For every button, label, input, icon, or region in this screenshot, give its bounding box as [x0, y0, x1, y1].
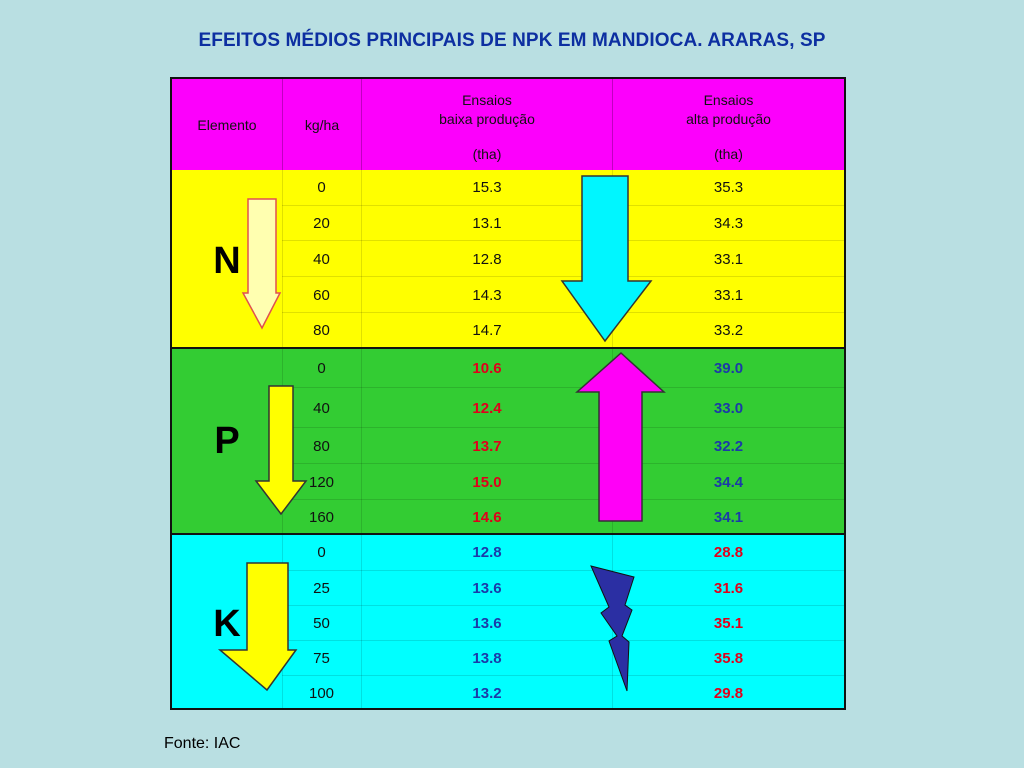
alta-value-cell: 31.6	[713, 580, 744, 597]
arrow-down-n-icon	[241, 198, 282, 330]
header-kg-cell: kg/ha	[283, 79, 361, 170]
table-row: 100 13.2 29.8	[282, 675, 844, 708]
baixa-value-cell: 12.4	[472, 400, 502, 417]
alta-value-cell: 34.4	[713, 474, 744, 491]
header-alta-cell: Ensaios alta produção (tha)	[613, 79, 844, 170]
header-kg: kg/ha	[304, 117, 340, 133]
kg-cell: 25	[313, 580, 330, 597]
baixa-value-cell: 15.0	[472, 474, 502, 491]
alta-value-cell: 35.1	[713, 615, 744, 632]
table-row: 40 12.4 33.0	[282, 387, 844, 427]
table-row: 40 12.8 33.1	[282, 240, 844, 276]
alta-value-cell: 33.1	[713, 287, 744, 304]
table-row: 20 13.1 34.3	[282, 205, 844, 240]
header-alta-unit: (tha)	[714, 146, 743, 162]
npk-table: Elemento kg/ha Ensaios baixa produção (t…	[170, 77, 846, 710]
baixa-value-cell: 10.6	[472, 360, 502, 377]
baixa-value-cell: 13.7	[472, 438, 502, 455]
alta-value-cell: 35.8	[713, 650, 744, 667]
alta-value-cell: 29.8	[713, 685, 744, 702]
arrow-down-k-icon	[217, 562, 298, 692]
baixa-value-cell: 14.3	[472, 287, 502, 304]
baixa-value-cell: 12.8	[472, 251, 502, 268]
baixa-value-cell: 14.7	[472, 322, 502, 339]
baixa-value-cell: 15.3	[472, 179, 502, 196]
arrow-down-n-big-icon	[560, 175, 653, 343]
alta-value-cell: 28.8	[713, 544, 744, 561]
kg-cell: 80	[313, 438, 330, 455]
alta-value-cell: 32.2	[713, 438, 744, 455]
page-title: EFEITOS MÉDIOS PRINCIPAIS DE NPK EM MAND…	[198, 30, 826, 51]
header-baixa-unit: (tha)	[472, 146, 502, 162]
arrow-down-p-icon	[254, 385, 308, 516]
alta-value-cell: 39.0	[713, 360, 744, 377]
alta-value-cell: 35.3	[713, 179, 744, 196]
header-elemento: Elemento	[197, 117, 257, 133]
table-row: 0 15.3 35.3	[282, 170, 844, 205]
kg-cell: 120	[308, 474, 335, 491]
source-note: Fonte: IAC	[164, 735, 241, 752]
element-letter-p: P	[214, 420, 240, 462]
arrow-up-p-icon	[575, 351, 666, 522]
table-row: 80 14.7 33.2	[282, 312, 844, 347]
baixa-value-cell: 13.2	[472, 685, 502, 702]
kg-cell: 20	[313, 215, 330, 232]
table-row: 120 15.0 34.4	[282, 463, 844, 499]
alta-value-cell: 33.1	[713, 251, 744, 268]
header-alta-line1: Ensaios	[703, 92, 754, 108]
baixa-value-cell: 13.8	[472, 650, 502, 667]
alta-value-cell: 34.3	[713, 215, 744, 232]
kg-cell: 40	[313, 400, 330, 417]
column-divider	[361, 170, 362, 347]
kg-cell: 40	[313, 251, 330, 268]
header-baixa-cell: Ensaios baixa produção (tha)	[362, 79, 612, 170]
kg-cell: 160	[308, 509, 335, 526]
table-row: 80 13.7 32.2	[282, 427, 844, 463]
alta-value-cell: 33.0	[713, 400, 744, 417]
table-row: 160 14.6 34.1	[282, 499, 844, 533]
baixa-value-cell: 14.6	[472, 509, 502, 526]
column-divider	[282, 170, 283, 347]
baixa-value-cell: 13.6	[472, 580, 502, 597]
table-row: 0 10.6 39.0	[282, 349, 844, 387]
kg-cell: 50	[313, 615, 330, 632]
table-row: 60 14.3 33.1	[282, 276, 844, 312]
kg-cell: 0	[317, 179, 326, 196]
alta-value-cell: 34.1	[713, 509, 744, 526]
kg-cell: 75	[313, 650, 330, 667]
kg-cell: 60	[313, 287, 330, 304]
table-row: 50 13.6 35.1	[282, 605, 844, 640]
table-header: Elemento kg/ha Ensaios baixa produção (t…	[172, 79, 844, 172]
kg-cell: 100	[308, 685, 335, 702]
header-alta-line2: alta produção	[686, 111, 771, 127]
header-baixa-line2: baixa produção	[439, 111, 535, 127]
table-row: 75 13.8 35.8	[282, 640, 844, 675]
element-letter-k: K	[213, 603, 241, 645]
header-elemento-cell: Elemento	[172, 79, 282, 170]
column-divider	[361, 349, 362, 535]
lightning-bolt-icon	[590, 565, 635, 692]
baixa-value-cell: 13.1	[472, 215, 502, 232]
kg-cell: 0	[317, 544, 326, 561]
baixa-value-cell: 13.6	[472, 615, 502, 632]
alta-value-cell: 33.2	[713, 322, 744, 339]
table-row: 25 13.6 31.6	[282, 570, 844, 605]
column-divider	[361, 535, 362, 708]
kg-cell: 80	[313, 322, 330, 339]
element-letter-n: N	[213, 240, 241, 282]
table-row: 0 12.8 28.8	[282, 535, 844, 570]
section-n: 0 15.3 35.3 20 13.1 34.3 40 12.8 33.1 60 14.3 33.1 8…	[172, 170, 844, 347]
header-baixa-line1: Ensaios	[462, 92, 512, 108]
baixa-value-cell: 12.8	[472, 544, 502, 561]
kg-cell: 0	[317, 360, 326, 377]
